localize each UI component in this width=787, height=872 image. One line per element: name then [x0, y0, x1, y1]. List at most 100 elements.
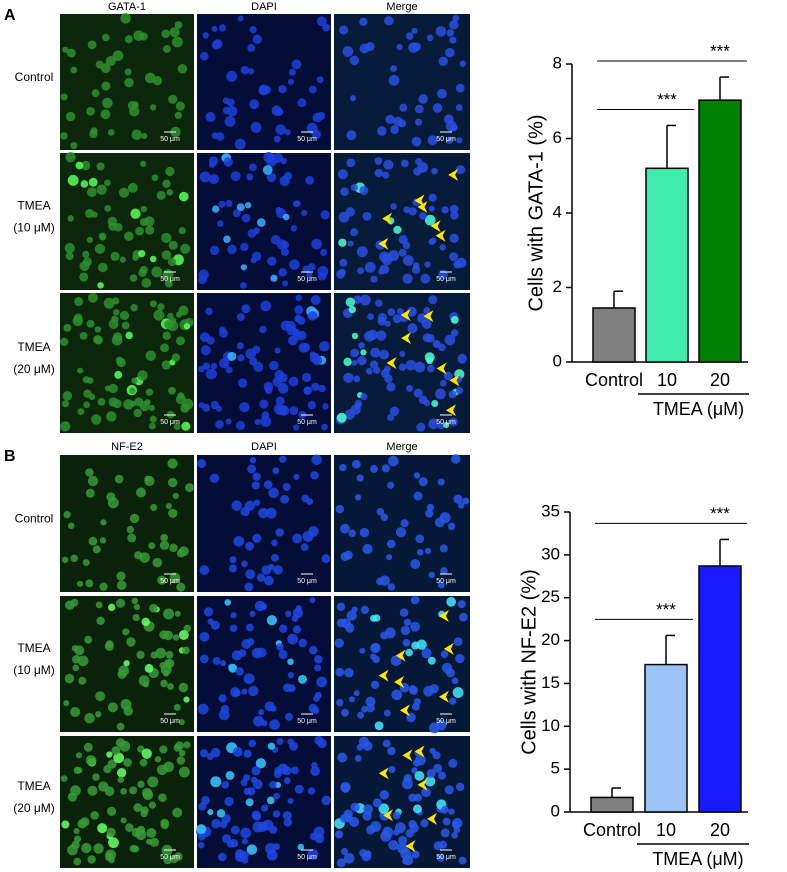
cell — [100, 109, 111, 120]
micrograph: 50 μm — [197, 596, 331, 732]
cell — [62, 391, 73, 401]
cell — [240, 65, 250, 75]
cell — [280, 248, 289, 257]
cell — [377, 316, 387, 326]
cell — [253, 227, 261, 235]
cell — [370, 821, 382, 832]
cell — [276, 737, 284, 745]
micrograph-bg — [334, 153, 470, 290]
cell — [121, 321, 130, 330]
cell — [381, 464, 390, 473]
cell — [126, 637, 136, 647]
cell — [172, 807, 183, 818]
cell — [269, 719, 280, 730]
cell — [211, 818, 221, 829]
cell — [273, 565, 283, 575]
bar — [590, 796, 634, 813]
cell — [215, 405, 223, 412]
cell — [399, 608, 409, 617]
cell — [440, 805, 449, 814]
arrowhead — [383, 809, 394, 822]
cell — [353, 295, 362, 304]
cell — [183, 696, 190, 703]
cell — [346, 158, 356, 168]
significance-label: *** — [657, 90, 677, 109]
cell — [92, 545, 101, 554]
cell — [81, 842, 92, 854]
cell — [310, 295, 321, 305]
cell — [374, 721, 384, 731]
cell — [359, 185, 369, 195]
cell — [420, 273, 431, 284]
cell — [275, 206, 282, 214]
cell — [273, 792, 280, 800]
cell — [77, 408, 85, 416]
cell — [116, 598, 126, 608]
cell — [426, 503, 435, 512]
cell — [124, 68, 132, 76]
cell — [150, 104, 157, 111]
cell — [112, 297, 120, 305]
cell — [241, 688, 248, 695]
cell — [362, 211, 372, 221]
cell — [360, 349, 367, 356]
cell — [339, 258, 348, 267]
cell — [169, 572, 181, 584]
cell — [450, 124, 458, 132]
cell — [246, 844, 258, 855]
cell — [126, 525, 135, 534]
cell — [282, 213, 290, 221]
cell — [359, 17, 368, 26]
cell — [283, 818, 293, 827]
cell — [252, 779, 263, 790]
cell — [426, 334, 435, 343]
cell — [114, 474, 124, 484]
cell — [124, 77, 134, 88]
cell — [110, 251, 120, 261]
micrograph-bg — [197, 736, 331, 868]
cell — [97, 398, 106, 406]
arrowhead — [394, 675, 405, 688]
cell — [129, 400, 137, 407]
cell — [292, 331, 303, 341]
cell — [151, 266, 163, 278]
cell — [180, 243, 191, 254]
cell — [211, 40, 221, 50]
cell — [135, 226, 145, 236]
cell — [348, 529, 357, 538]
cell — [70, 66, 78, 74]
cell — [135, 487, 147, 498]
cell — [241, 560, 248, 568]
cell — [277, 383, 289, 394]
cell — [199, 654, 209, 664]
cell — [247, 44, 256, 53]
cell — [365, 367, 373, 375]
cell — [370, 465, 378, 473]
cell — [248, 685, 259, 697]
cell — [414, 770, 425, 781]
cell — [107, 603, 116, 612]
arrowhead — [401, 332, 412, 345]
cell — [317, 738, 327, 749]
cell — [457, 600, 466, 609]
cell — [400, 519, 409, 528]
cell — [218, 694, 227, 703]
cell — [396, 842, 408, 854]
cell — [269, 360, 279, 371]
arrowhead — [430, 220, 441, 233]
arrowhead — [414, 745, 425, 758]
cell — [127, 533, 137, 543]
cell — [293, 424, 300, 431]
cell — [116, 768, 127, 778]
cell — [79, 332, 88, 340]
arrowhead — [402, 749, 413, 762]
cell — [353, 375, 361, 383]
cell — [222, 106, 231, 115]
cell — [339, 25, 349, 35]
cell — [107, 129, 115, 136]
cell — [386, 382, 396, 392]
cell — [398, 363, 407, 371]
cell — [104, 641, 114, 651]
cell — [354, 754, 362, 762]
cell — [459, 60, 467, 67]
